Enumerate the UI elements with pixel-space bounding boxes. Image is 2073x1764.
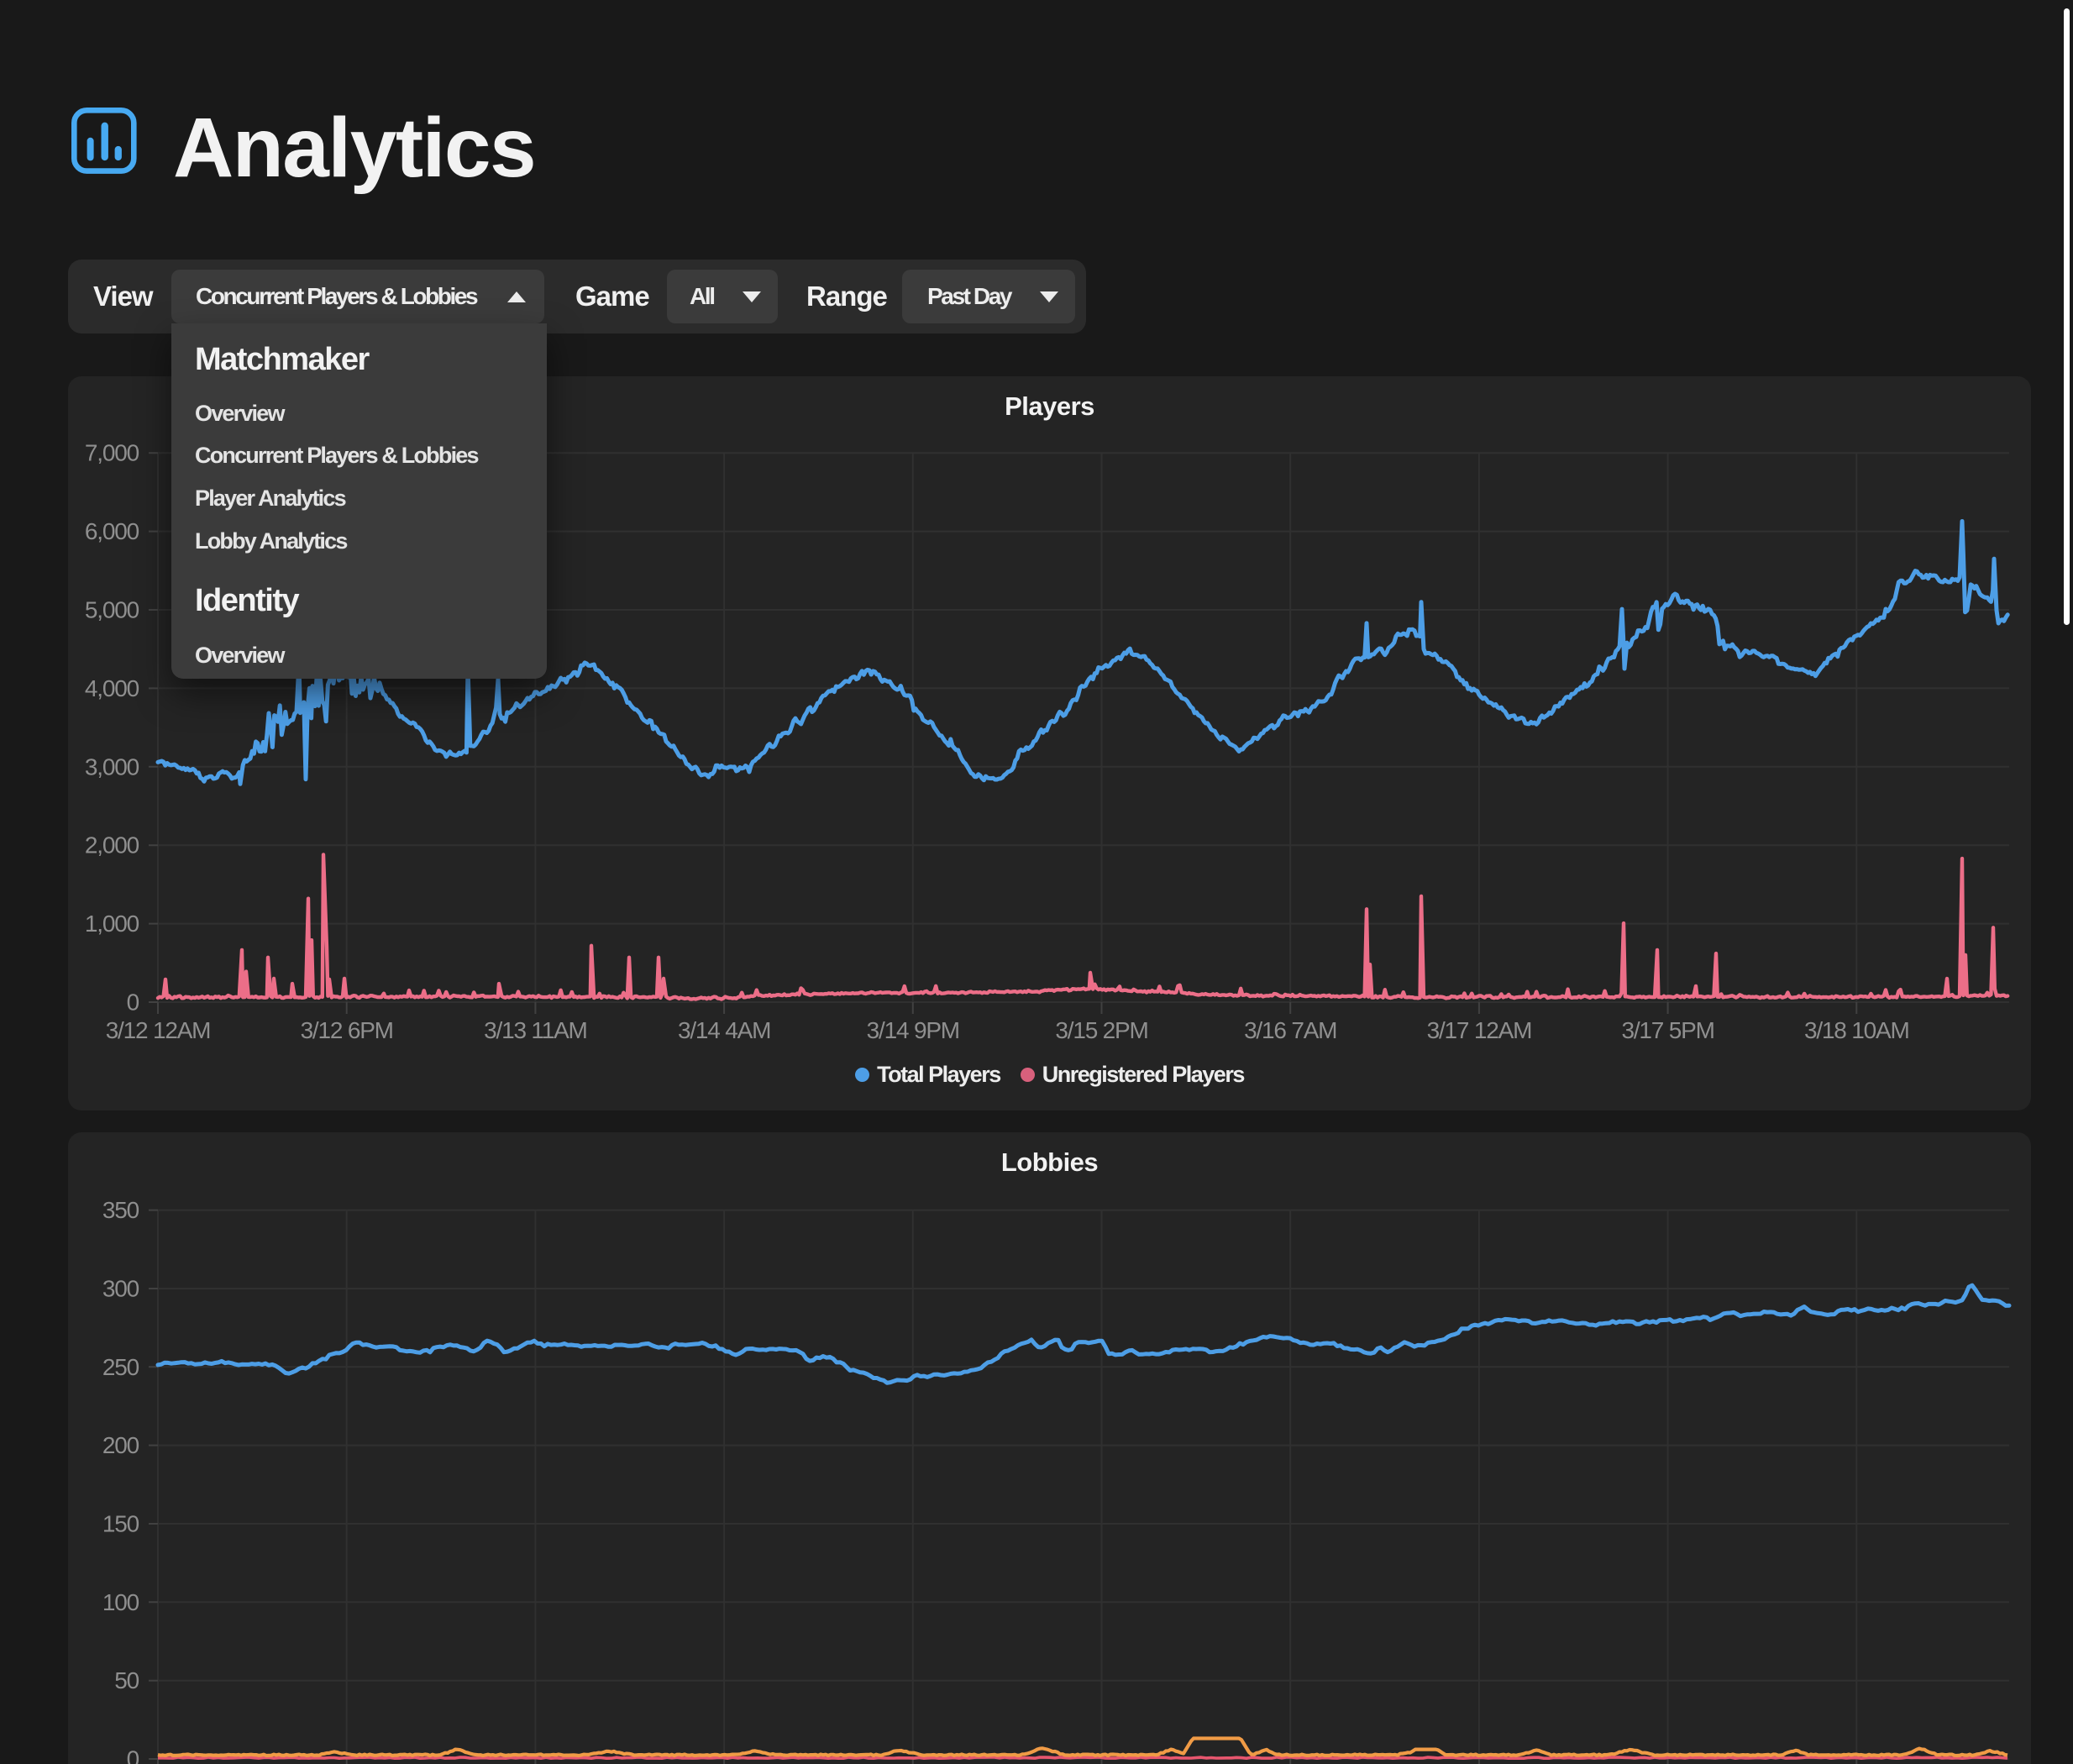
svg-text:200: 200 <box>102 1432 139 1458</box>
svg-text:1,000: 1,000 <box>85 911 139 937</box>
svg-text:3/16 7AM: 3/16 7AM <box>1244 1017 1336 1043</box>
svg-text:0: 0 <box>127 1746 139 1764</box>
svg-text:50: 50 <box>114 1667 139 1693</box>
svg-text:2,000: 2,000 <box>85 832 139 858</box>
svg-text:0: 0 <box>127 990 139 1016</box>
svg-text:5,000: 5,000 <box>85 597 139 623</box>
svg-text:100: 100 <box>102 1589 139 1615</box>
svg-text:6,000: 6,000 <box>85 518 139 544</box>
svg-text:3/13 11AM: 3/13 11AM <box>484 1017 587 1043</box>
svg-text:4,000: 4,000 <box>85 675 139 701</box>
svg-text:3/14 4AM: 3/14 4AM <box>678 1017 770 1043</box>
svg-text:300: 300 <box>102 1276 139 1302</box>
svg-text:250: 250 <box>102 1354 139 1380</box>
svg-text:150: 150 <box>102 1511 139 1537</box>
svg-text:3/14 9PM: 3/14 9PM <box>867 1017 959 1043</box>
svg-text:3/15 2PM: 3/15 2PM <box>1055 1017 1147 1043</box>
svg-text:3/17 12AM: 3/17 12AM <box>1427 1017 1532 1043</box>
svg-text:3/17 5PM: 3/17 5PM <box>1621 1017 1714 1043</box>
svg-text:7,000: 7,000 <box>85 440 139 466</box>
svg-text:350: 350 <box>102 1197 139 1223</box>
svg-text:3/12 12AM: 3/12 12AM <box>106 1017 211 1043</box>
svg-text:3/18 10AM: 3/18 10AM <box>1804 1017 1909 1043</box>
svg-text:3/12 6PM: 3/12 6PM <box>301 1017 393 1043</box>
svg-text:3,000: 3,000 <box>85 753 139 780</box>
